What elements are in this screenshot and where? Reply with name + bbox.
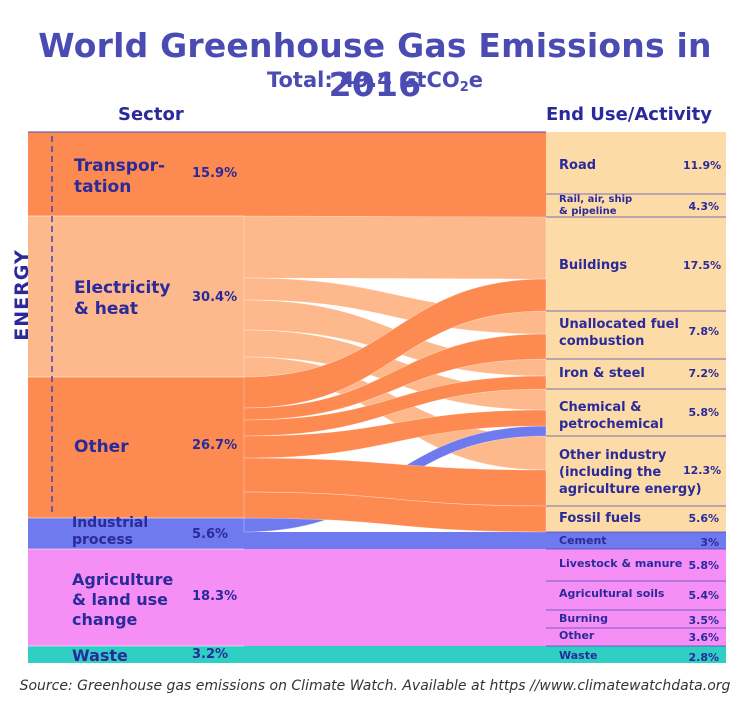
end-use-percent: 5.8% — [688, 559, 719, 572]
end-use-label: Road — [559, 158, 597, 173]
energy-label-text: ENERGY — [11, 249, 33, 341]
sector-band — [28, 549, 244, 646]
end-use-label: Unallocated fuel combustion — [559, 317, 679, 349]
end-use-label: Iron & steel — [559, 366, 645, 381]
sector-label: Industrial process — [72, 515, 149, 548]
end-use-band — [546, 610, 726, 628]
end-use-band — [546, 532, 726, 549]
end-use-band — [546, 436, 726, 506]
sector-band — [28, 132, 244, 216]
sector-band — [28, 377, 244, 518]
sector-percent: 30.4% — [192, 290, 238, 305]
energy-group-label: ENERGY — [10, 225, 34, 365]
end-use-label: Rail, air, ship & pipeline — [559, 194, 633, 217]
source-note: Source: Greenhouse gas emissions on Clim… — [19, 678, 731, 694]
sector-percent: 3.2% — [192, 647, 229, 662]
sector-header: Sector — [118, 104, 184, 125]
sector-band — [28, 216, 244, 377]
end-use-band — [546, 217, 726, 311]
straight-flow — [244, 132, 546, 194]
end-use-label: Other — [559, 629, 595, 642]
straight-flow — [244, 581, 546, 610]
sector-band — [28, 646, 244, 663]
sector-percent: 5.6% — [192, 527, 229, 542]
sector-label: Waste — [72, 646, 128, 665]
end-use-percent: 5.6% — [688, 512, 719, 525]
subtitle-prefix: Total: 49.4 GtCO — [266, 68, 460, 92]
end-use-header: End Use/Activity — [546, 104, 712, 125]
end-use-label: Livestock & manure — [559, 557, 683, 570]
end-use-percent: 5.8% — [688, 406, 719, 419]
end-use-percent: 11.9% — [683, 159, 722, 172]
end-use-percent: 3.6% — [688, 631, 719, 644]
end-use-band — [546, 628, 726, 646]
sector-label: Transpor- tation — [74, 156, 166, 197]
straight-flow — [244, 549, 546, 581]
end-use-percent: 17.5% — [683, 259, 722, 272]
end-use-percent: 3.5% — [688, 614, 719, 627]
straight-flow — [244, 646, 546, 663]
end-use-band — [546, 194, 726, 217]
flow-other-chemical — [243, 409, 547, 459]
sector-percent: 18.3% — [192, 589, 238, 604]
end-use-band — [546, 581, 726, 610]
chart-title: World Greenhouse Gas Emissions in 2016 — [38, 26, 712, 104]
end-use-label: Burning — [559, 612, 608, 625]
end-use-label: Chemical & petrochemical — [559, 400, 664, 432]
end-use-label: Buildings — [559, 258, 628, 273]
subtitle-suffix: e — [468, 68, 484, 92]
end-use-band — [546, 311, 726, 359]
end-use-percent: 7.8% — [688, 325, 719, 338]
sector-label: Other — [74, 437, 129, 457]
end-use-band — [546, 549, 726, 581]
end-use-percent: 7.2% — [688, 367, 719, 380]
end-use-label: Agricultural soils — [559, 587, 665, 600]
end-use-label: Fossil fuels — [559, 511, 642, 526]
sector-band — [28, 518, 244, 549]
end-use-band — [546, 646, 726, 663]
sector-label: Electricity & heat — [74, 278, 171, 319]
end-use-percent: 4.3% — [688, 200, 719, 213]
end-use-band — [546, 506, 726, 532]
straight-flow — [244, 628, 546, 646]
sector-percent: 26.7% — [192, 438, 238, 453]
subtitle-subscript: 2 — [459, 80, 469, 95]
end-use-band — [546, 389, 726, 436]
straight-flow — [244, 610, 546, 628]
end-use-band — [546, 359, 726, 389]
end-use-label: Cement — [559, 534, 607, 547]
end-use-percent: 2.8% — [688, 651, 719, 664]
end-use-label: Other industry (including the agricultur… — [559, 448, 702, 497]
flow-electricity-buildings — [243, 215, 547, 280]
end-use-label: Waste — [559, 649, 598, 662]
end-use-percent: 12.3% — [683, 464, 722, 477]
end-use-percent: 3% — [700, 536, 719, 549]
end-use-band — [546, 132, 726, 194]
chart-subtitle: Total: 49.4 GtCO2e — [0, 68, 750, 95]
straight-flow — [244, 532, 546, 549]
sector-percent: 15.9% — [192, 166, 238, 181]
sector-label: Agriculture & land use change — [72, 570, 174, 629]
end-use-percent: 5.4% — [688, 589, 719, 602]
straight-flow — [244, 194, 546, 217]
